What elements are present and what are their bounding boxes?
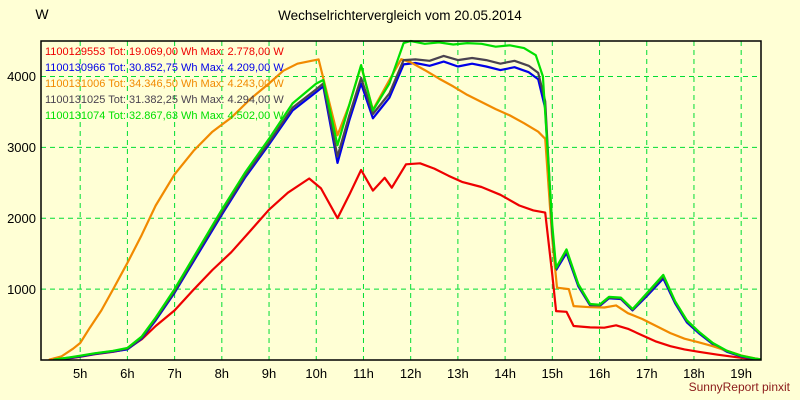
x-tick-label-18h: 18h xyxy=(683,366,705,381)
x-tick-label-5h: 5h xyxy=(72,366,88,381)
x-tick-label-10h: 10h xyxy=(305,366,328,381)
x-tick-label-9h: 9h xyxy=(261,366,277,381)
x-tick-label-16h: 16h xyxy=(588,366,611,381)
y-tick-label-2000: 2000 xyxy=(7,211,36,227)
legend-entry-1100129553: 1100129553 Tot: 19.069,00 Wh Max: 2.778,… xyxy=(45,46,284,58)
x-tick-label-13h: 13h xyxy=(447,366,469,381)
x-tick-label-17h: 17h xyxy=(635,366,658,381)
y-tick-label-1000: 1000 xyxy=(7,282,36,298)
x-tick-label-7h: 7h xyxy=(167,366,182,381)
plot-border xyxy=(40,40,762,361)
legend-entry-1100130966: 1100130966 Tot: 30.852,75 Wh Max: 4.209,… xyxy=(45,62,284,74)
y-tick-label-4000: 4000 xyxy=(7,69,36,85)
legend-entry-1100131006: 1100131006 Tot: 34.346,50 Wh Max: 4.243,… xyxy=(45,78,284,90)
series-line-1100129553 xyxy=(53,162,761,360)
series-line-1100131006 xyxy=(48,58,761,360)
legend-entry-1100131074: 1100131074 Tot: 32.867,63 Wh Max: 4.502,… xyxy=(45,110,284,122)
legend: 1100129553 Tot: 19.069,00 Wh Max: 2.778,… xyxy=(45,44,284,124)
y-tick-label-3000: 3000 xyxy=(7,140,36,156)
series-line-1100131074 xyxy=(53,39,761,360)
x-tick-label-11h: 11h xyxy=(353,366,374,381)
x-tick-label-12h: 12h xyxy=(399,366,422,381)
legend-entry-1100131025: 1100131025 Tot: 31.382,25 Wh Max: 4.294,… xyxy=(45,94,284,106)
x-tick-label-19h: 19h xyxy=(730,366,752,381)
chart-title: Wechselrichtervergleich vom 20.05.2014 xyxy=(278,8,522,23)
x-tick-label-6h: 6h xyxy=(120,366,135,381)
footer-credit: SunnyReport pinxit xyxy=(688,380,790,394)
x-tick-label-8h: 8h xyxy=(214,366,230,381)
x-tick-label-15h: 15h xyxy=(541,366,564,381)
x-tick-label-14h: 14h xyxy=(494,366,516,381)
y-axis-unit-label: W xyxy=(35,6,49,22)
